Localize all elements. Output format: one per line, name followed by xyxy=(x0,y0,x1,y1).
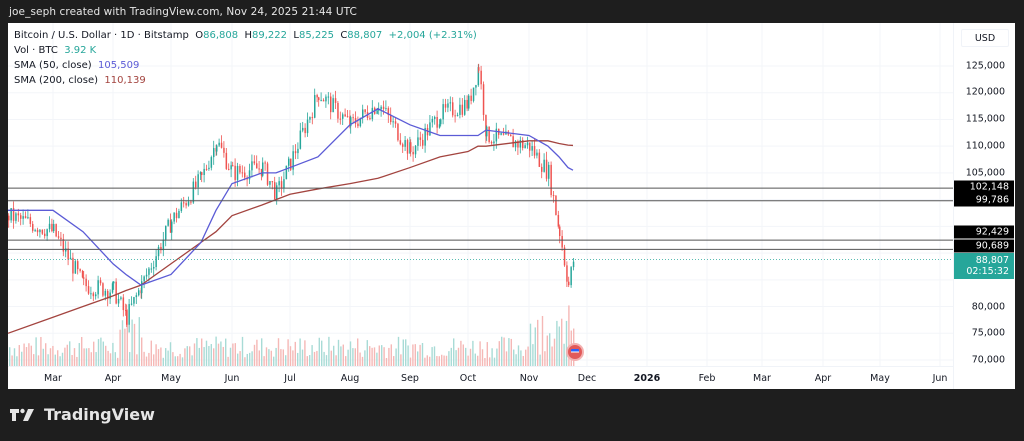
volume-value: 3.92 K xyxy=(64,45,97,56)
price-tick: 120,000 xyxy=(965,86,1005,98)
volume-row[interactable]: Vol · BTC 3.92 K xyxy=(14,45,97,56)
time-tick: Sep xyxy=(401,373,419,384)
time-tick: Apr xyxy=(104,373,122,384)
level-tag: 99,786 xyxy=(954,193,1014,207)
chart-legend: Bitcoin / U.S. Dollar · 1D · Bitstamp O8… xyxy=(14,28,477,88)
time-tick: Feb xyxy=(698,373,716,384)
time-tick: Mar xyxy=(753,373,771,384)
time-tick: May xyxy=(870,373,890,384)
bar-countdown: 02:15:32 xyxy=(966,266,1009,277)
last-price: 88,807 xyxy=(975,255,1009,266)
time-tick: Aug xyxy=(340,373,360,384)
change-value: +2,004 (+2.31%) xyxy=(388,30,477,41)
chart-canvas xyxy=(8,23,953,366)
sma50-row[interactable]: SMA (50, close) 105,509 xyxy=(14,60,140,71)
time-tick: Apr xyxy=(814,373,832,384)
price-axis[interactable]: USD 125,000 120,000 115,000 110,000 105,… xyxy=(953,23,1015,389)
plot-area[interactable] xyxy=(8,23,953,366)
price-tick: 70,000 xyxy=(971,354,1005,366)
chart-frame: Bitcoin / U.S. Dollar · 1D · Bitstamp O8… xyxy=(8,23,1015,389)
time-tick: Jul xyxy=(284,373,296,384)
tradingview-logo-icon xyxy=(10,408,34,421)
time-tick: May xyxy=(161,373,181,384)
time-tick: Dec xyxy=(577,373,597,384)
level-tag: 102,148 xyxy=(954,180,1014,194)
economic-event-flag-icon[interactable] xyxy=(566,343,584,361)
time-tick: Oct xyxy=(459,373,477,384)
tradingview-logo[interactable]: TradingView xyxy=(10,405,155,424)
high-value: 89,222 xyxy=(252,30,288,41)
price-tick: 105,000 xyxy=(965,167,1005,179)
symbol-title[interactable]: Bitcoin / U.S. Dollar · 1D · Bitstamp xyxy=(14,30,189,41)
price-tick: 110,000 xyxy=(965,140,1005,152)
brand-name: TradingView xyxy=(44,405,155,424)
time-tick-year: 2026 xyxy=(633,373,661,384)
close-value: 88,807 xyxy=(347,30,383,41)
sma200-row[interactable]: SMA (200, close) 110,139 xyxy=(14,75,146,86)
price-tick: 115,000 xyxy=(965,113,1005,125)
time-tick: Nov xyxy=(519,373,539,384)
price-tick: 125,000 xyxy=(965,60,1005,72)
price-tick: 80,000 xyxy=(971,301,1005,313)
level-tag: 92,429 xyxy=(954,225,1014,239)
time-tick: Mar xyxy=(44,373,62,384)
attribution-text: joe_seph created with TradingView.com, N… xyxy=(9,6,357,18)
time-tick: Jun xyxy=(224,373,240,384)
price-tick: 75,000 xyxy=(971,327,1005,339)
low-value: 85,225 xyxy=(298,30,334,41)
sma200-value: 110,139 xyxy=(104,75,146,86)
level-tag: 90,689 xyxy=(954,239,1014,253)
last-price-tag: 88,807 02:15:32 xyxy=(954,253,1014,279)
symbol-row: Bitcoin / U.S. Dollar · 1D · Bitstamp O8… xyxy=(14,30,477,41)
time-tick: Jun xyxy=(932,373,948,384)
sma50-value: 105,509 xyxy=(98,60,140,71)
currency-button[interactable]: USD xyxy=(961,29,1009,47)
time-axis[interactable]: Mar Apr May Jun Jul Aug Sep Oct Nov Dec … xyxy=(8,366,953,389)
open-value: 86,808 xyxy=(203,30,239,41)
